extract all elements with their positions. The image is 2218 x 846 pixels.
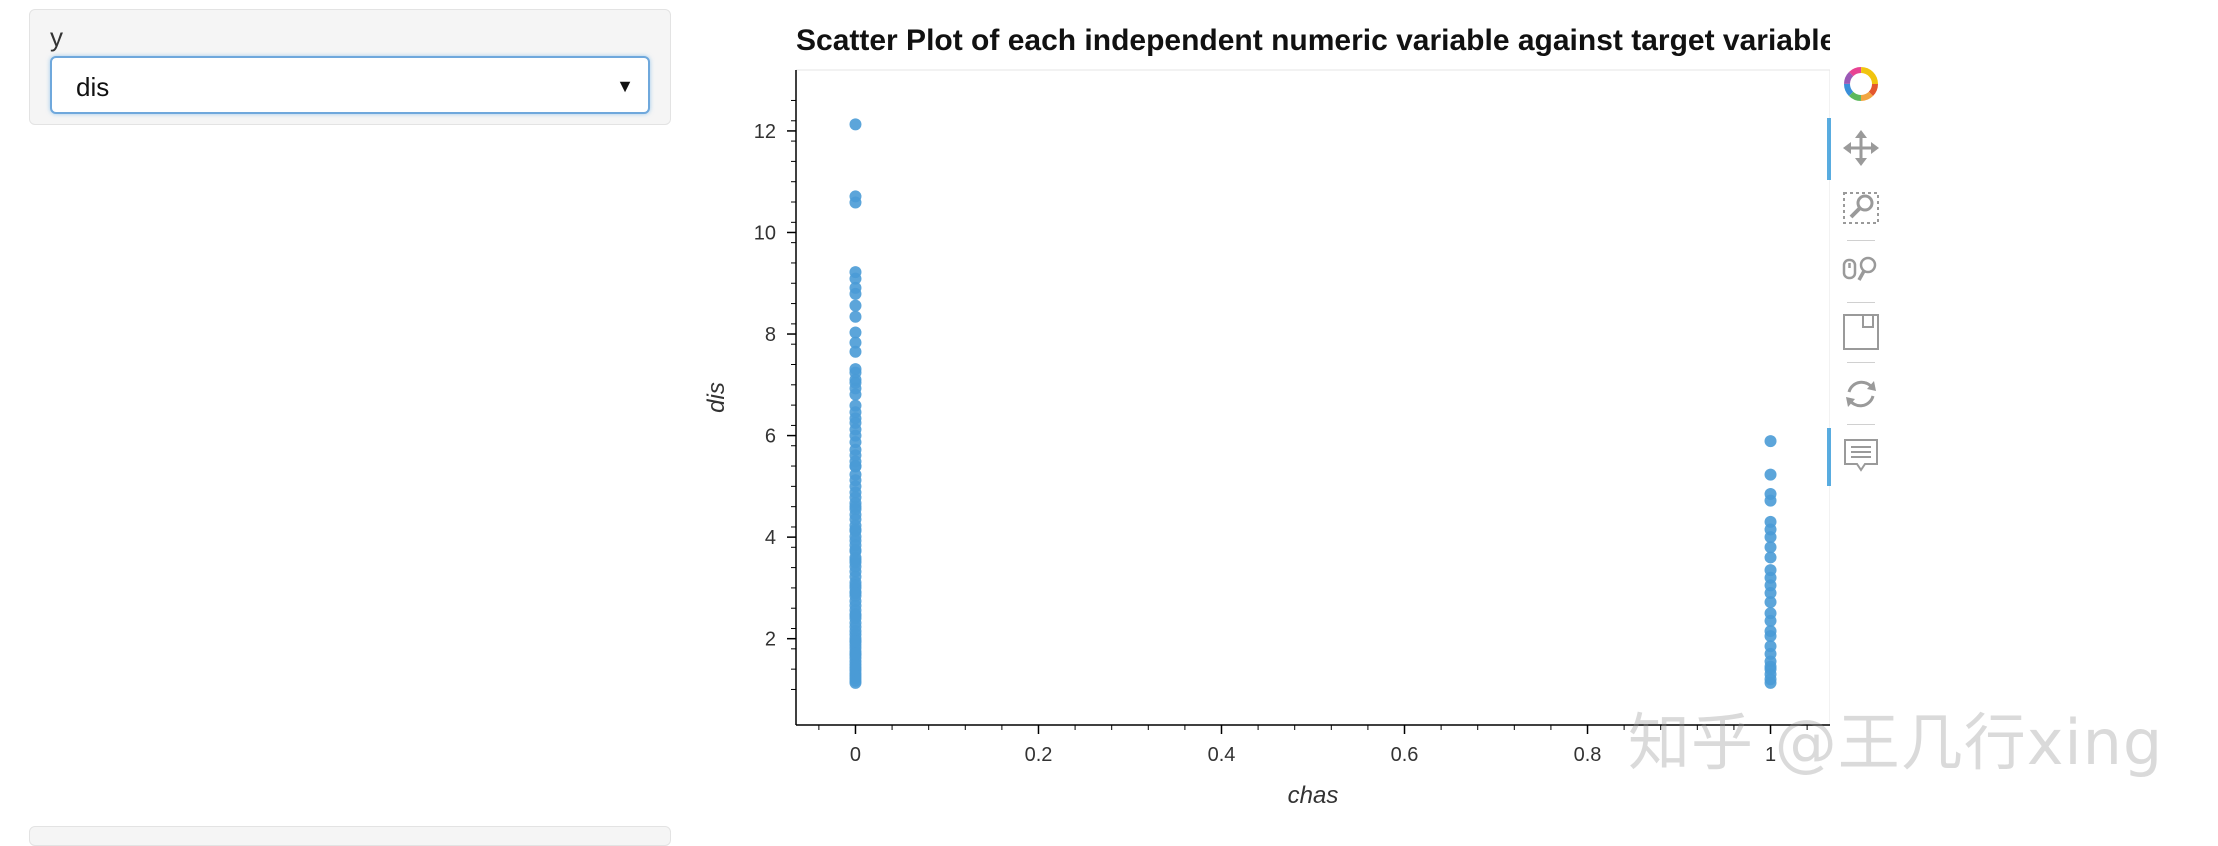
data-point [849, 272, 862, 285]
wheel-zoom-icon[interactable] [1841, 250, 1881, 290]
data-point [849, 647, 862, 660]
pan-icon[interactable] [1841, 128, 1881, 168]
scatter-plot: 2 4 6 8 10 12 0 0.2 0.4 0.6 0.8 1 Scatter Plot of ea… [703, 24, 1830, 809]
toolbar-separator [1847, 240, 1875, 241]
y-tick-label: 8 [765, 324, 776, 346]
data-point [849, 196, 862, 209]
y-tick-label: 4 [765, 527, 776, 549]
data-point [849, 676, 862, 689]
data-point [1764, 468, 1777, 481]
x-tick-label: 0.8 [1574, 744, 1602, 766]
data-point [849, 609, 862, 622]
y-tick-label: 12 [754, 121, 776, 143]
variable-selector-widget: y dis ▼ [29, 9, 671, 125]
watermark-text: 知乎 @王几行xing [1628, 706, 2164, 779]
save-icon[interactable] [1841, 312, 1881, 352]
data-point [849, 543, 862, 556]
y-variable-select[interactable]: dis ▼ [50, 56, 650, 114]
data-point [849, 416, 862, 429]
data-point [849, 460, 862, 473]
toolbar-separator [1847, 424, 1875, 425]
active-tool-indicator [1827, 118, 1831, 180]
data-point [1764, 630, 1777, 643]
active-tool-indicator [1827, 428, 1831, 486]
data-point [1764, 596, 1777, 609]
data-point [849, 388, 862, 401]
y-axis-label: dis [703, 382, 730, 413]
data-point [849, 635, 862, 648]
data-point [849, 118, 862, 131]
data-point [849, 287, 862, 300]
data-point [1764, 676, 1777, 689]
y-tick-label: 6 [765, 426, 776, 448]
plot-toolbar [1827, 64, 1889, 486]
y-tick-label: 10 [754, 222, 776, 244]
data-point [849, 345, 862, 358]
data-point [849, 336, 862, 349]
data-point [849, 523, 862, 536]
box-zoom-icon[interactable] [1841, 188, 1881, 228]
data-point [1764, 551, 1777, 564]
data-point [1764, 660, 1777, 673]
y-tick-label: 2 [765, 629, 776, 651]
data-point [1764, 614, 1777, 627]
x-tick-label: 0 [850, 744, 861, 766]
data-point [1764, 586, 1777, 599]
widget-label: y [50, 22, 63, 52]
x-axis-label: chas [1288, 782, 1339, 809]
data-point [1764, 435, 1777, 448]
data-point [849, 310, 862, 323]
data-point [1764, 541, 1777, 554]
toolbar-separator [1847, 362, 1875, 363]
caret-down-icon: ▼ [616, 76, 634, 96]
bokeh-logo-icon[interactable] [1841, 64, 1881, 104]
select-value: dis [76, 72, 110, 102]
data-point [849, 373, 862, 386]
second-widget-box [29, 826, 671, 846]
data-point [849, 586, 862, 599]
x-tick-label: 1 [1765, 744, 1776, 766]
reset-icon[interactable] [1841, 374, 1881, 414]
chart-title: Scatter Plot of each independent numeric… [796, 24, 1830, 57]
hover-icon[interactable] [1841, 436, 1881, 476]
data-point [1764, 531, 1777, 544]
x-tick-label: 0.4 [1208, 744, 1236, 766]
x-tick-label: 0.6 [1391, 744, 1419, 766]
toolbar-separator [1847, 302, 1875, 303]
data-point [849, 326, 862, 339]
x-tick-label: 0.2 [1025, 744, 1053, 766]
data-point [849, 500, 862, 513]
data-point [849, 553, 862, 566]
data-point [1764, 494, 1777, 507]
data-point [849, 299, 862, 312]
